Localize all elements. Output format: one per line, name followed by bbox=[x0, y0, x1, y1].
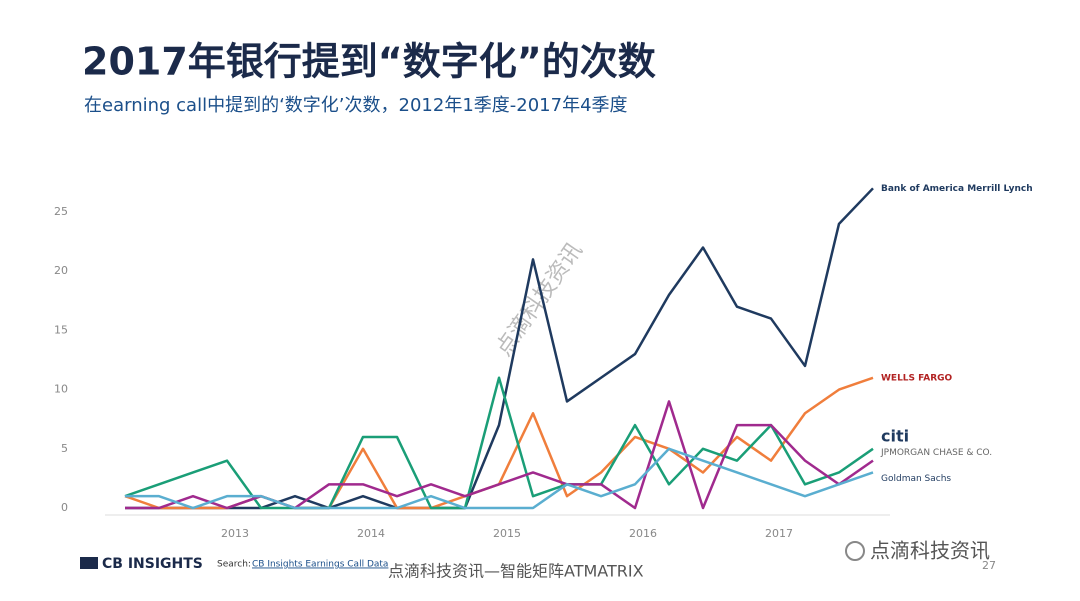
wechat-icon bbox=[845, 541, 865, 561]
legend-label: Goldman Sachs bbox=[881, 474, 951, 484]
source: CB Insights Earnings Call Data bbox=[252, 560, 388, 570]
x-tick-label: 2017 bbox=[765, 527, 793, 540]
x-tick-label: 2014 bbox=[357, 527, 385, 540]
brand-logo bbox=[80, 557, 98, 569]
y-tick-label: 5 bbox=[61, 442, 68, 455]
brand: CB INSIGHTS bbox=[102, 556, 203, 572]
y-tick-label: 0 bbox=[61, 501, 68, 514]
wechat-name: 点滴科技资讯 bbox=[870, 539, 990, 563]
legend-label: Bank of America Merrill Lynch bbox=[881, 184, 1033, 194]
y-tick-label: 15 bbox=[54, 323, 68, 336]
x-tick-label: 2015 bbox=[493, 527, 521, 540]
chart-subtitle: 在earning call中提到的‘数字化’次数，2012年1季度-2017年4… bbox=[84, 95, 628, 116]
legend-label: WELLS FARGO bbox=[881, 373, 953, 383]
source-prefix: Search: bbox=[217, 560, 251, 570]
legend-label: JPMORGAN CHASE & CO. bbox=[880, 448, 992, 458]
series-line bbox=[125, 400, 874, 510]
series-line bbox=[124, 376, 874, 510]
caption: 点滴科技资讯—智能矩阵ATMATRIX bbox=[388, 562, 644, 581]
series-line bbox=[124, 376, 874, 510]
watermark: 点滴科技资讯 bbox=[491, 238, 587, 360]
legend-label: citi bbox=[881, 426, 909, 445]
chart-title: 2017年银行提到“数字化”的次数 bbox=[82, 40, 656, 84]
series-line bbox=[125, 447, 874, 510]
y-tick-label: 25 bbox=[54, 205, 68, 218]
page-number: 27 bbox=[982, 559, 996, 572]
series-line bbox=[125, 187, 874, 510]
x-tick-label: 2013 bbox=[221, 527, 249, 540]
y-tick-label: 10 bbox=[54, 383, 68, 396]
y-tick-label: 20 bbox=[54, 264, 68, 277]
x-tick-label: 2016 bbox=[629, 527, 657, 540]
